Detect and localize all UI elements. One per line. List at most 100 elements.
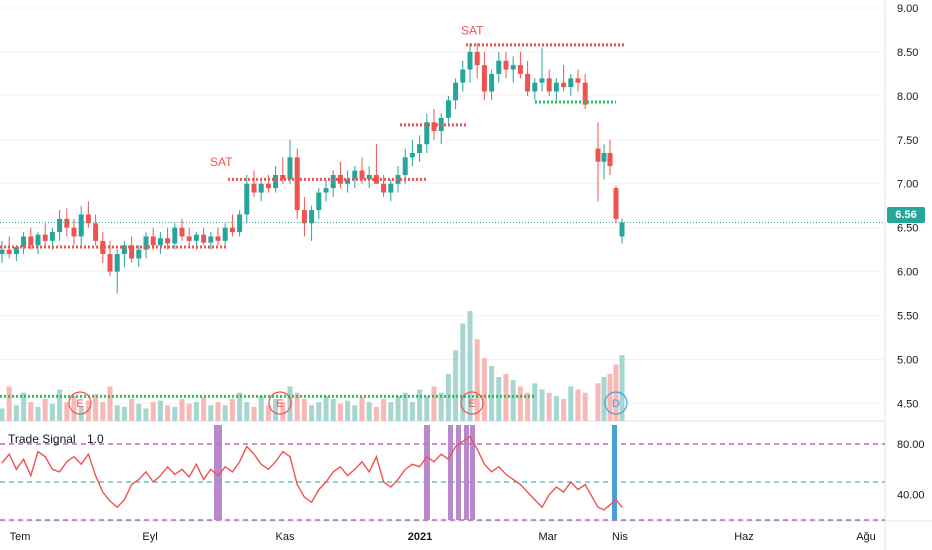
indicator-version: 1.0 bbox=[86, 432, 104, 446]
candle-body bbox=[93, 223, 99, 241]
volume-bar bbox=[323, 395, 329, 421]
candle-body bbox=[13, 247, 19, 255]
candle-body bbox=[258, 183, 264, 193]
time-tick-label: Nis bbox=[612, 531, 628, 543]
time-tick-label: Tem bbox=[10, 531, 31, 543]
volume-bar bbox=[287, 386, 293, 421]
candle-body bbox=[532, 82, 538, 92]
candle-body bbox=[165, 238, 171, 244]
volume-bar bbox=[172, 406, 178, 421]
candle-body bbox=[352, 170, 358, 180]
candle-body bbox=[208, 236, 214, 243]
volume-bar bbox=[186, 403, 192, 421]
signal-bar bbox=[214, 425, 222, 520]
price-tick-label: 5.50 bbox=[897, 311, 918, 323]
candle-body bbox=[150, 236, 156, 246]
candle-body bbox=[78, 214, 84, 237]
event-marker-label: D bbox=[612, 398, 620, 410]
candle-body bbox=[525, 73, 531, 92]
volume-bar bbox=[417, 389, 423, 421]
candle-body bbox=[179, 227, 185, 237]
volume-bar bbox=[42, 399, 48, 421]
volume-bar bbox=[330, 399, 336, 421]
indicator-name: Trade Signal bbox=[8, 432, 76, 446]
volume-bar bbox=[316, 402, 322, 421]
volume-bar bbox=[546, 392, 552, 421]
candle-body bbox=[503, 60, 509, 70]
candle-body bbox=[467, 51, 473, 70]
volume-bar bbox=[532, 383, 538, 421]
volume-bar bbox=[0, 408, 5, 421]
candle-body bbox=[481, 65, 487, 92]
volume-bar bbox=[21, 392, 27, 421]
volume-bar bbox=[215, 402, 221, 421]
candle-body bbox=[607, 152, 613, 167]
candle-body bbox=[237, 214, 243, 233]
time-tick-label: Eyl bbox=[142, 531, 157, 543]
signal-line bbox=[1, 435, 623, 511]
volume-bar bbox=[229, 399, 235, 421]
candle-body bbox=[561, 82, 567, 88]
volume-bar bbox=[309, 405, 315, 421]
event-marker-circle bbox=[268, 391, 292, 415]
signal-bar bbox=[456, 425, 461, 520]
candle-body bbox=[280, 174, 286, 180]
signal-bar bbox=[464, 425, 469, 520]
candle-body bbox=[388, 183, 394, 193]
volume-bar bbox=[244, 402, 250, 421]
candle-body bbox=[510, 65, 516, 70]
price-tick-label: 8.50 bbox=[897, 47, 918, 59]
event-marker-circle bbox=[604, 391, 628, 415]
event-marker-label: E bbox=[468, 398, 475, 410]
volume-bar bbox=[366, 402, 372, 421]
price-tick-label: 7.50 bbox=[897, 135, 918, 147]
volume-bar bbox=[100, 402, 106, 421]
candle-body bbox=[35, 234, 41, 246]
candle-body bbox=[42, 234, 48, 241]
candle-body bbox=[193, 234, 199, 241]
candle-body bbox=[251, 183, 257, 193]
candle-body bbox=[453, 82, 459, 101]
candle-body bbox=[330, 174, 336, 189]
candle-body bbox=[316, 192, 322, 211]
candle-body bbox=[619, 222, 625, 237]
volume-bar bbox=[489, 366, 495, 421]
volume-bar bbox=[57, 389, 63, 421]
candle-body bbox=[323, 188, 329, 193]
price-tick-label: 5.00 bbox=[897, 354, 918, 366]
candle-body bbox=[402, 157, 408, 175]
volume-bar bbox=[280, 402, 286, 421]
signal-bar bbox=[470, 425, 475, 520]
volume-bar bbox=[35, 406, 41, 421]
candle-body bbox=[613, 188, 619, 219]
volume-bar bbox=[107, 386, 113, 421]
volume-bar bbox=[553, 395, 559, 421]
volume-bar bbox=[460, 323, 466, 421]
candle-body bbox=[121, 245, 127, 255]
volume-bar bbox=[388, 402, 394, 421]
candle-body bbox=[21, 236, 27, 248]
event-marker-circle bbox=[68, 391, 92, 415]
candle-body bbox=[0, 249, 5, 255]
event-marker-label: E bbox=[276, 398, 283, 410]
candle-body bbox=[201, 234, 207, 243]
time-tick-label: Haz bbox=[734, 531, 754, 543]
volume-bar bbox=[265, 405, 271, 421]
volume-bar bbox=[438, 392, 444, 421]
candle-body bbox=[172, 227, 178, 244]
indicator-legend[interactable]: Trade Signal 1.0 bbox=[4, 432, 108, 446]
time-tick-label: Ağu bbox=[856, 531, 876, 543]
volume-bar bbox=[525, 392, 531, 421]
time-tick-label: 2021 bbox=[408, 531, 432, 543]
volume-bar bbox=[467, 311, 473, 421]
candle-body bbox=[568, 78, 574, 88]
volume-bar bbox=[582, 392, 588, 421]
volume-bar bbox=[539, 389, 545, 421]
candle-body bbox=[431, 122, 437, 132]
volume-bar bbox=[517, 386, 523, 421]
time-tick-label: Kas bbox=[276, 531, 295, 543]
candle-body bbox=[49, 232, 55, 241]
volume-bar bbox=[619, 355, 625, 421]
